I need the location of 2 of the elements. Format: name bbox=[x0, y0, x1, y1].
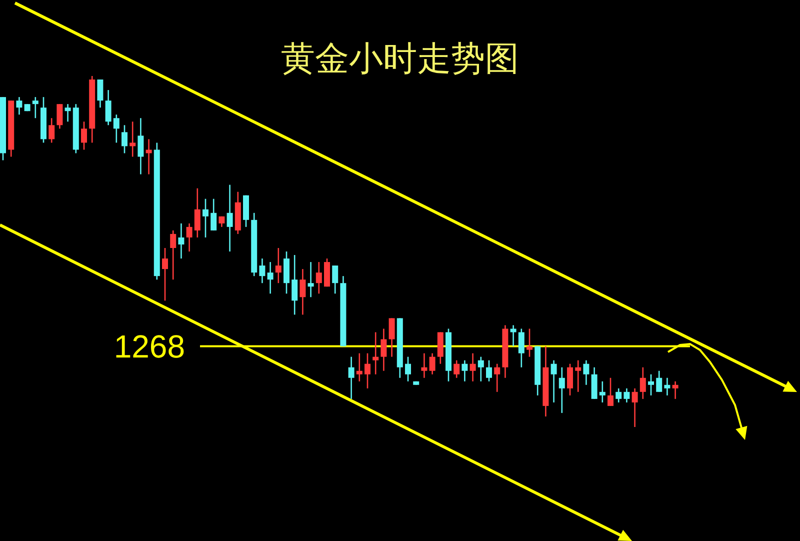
chart-title: 黄金小时走势图 bbox=[281, 39, 519, 79]
annotation: 1268 bbox=[114, 328, 185, 364]
